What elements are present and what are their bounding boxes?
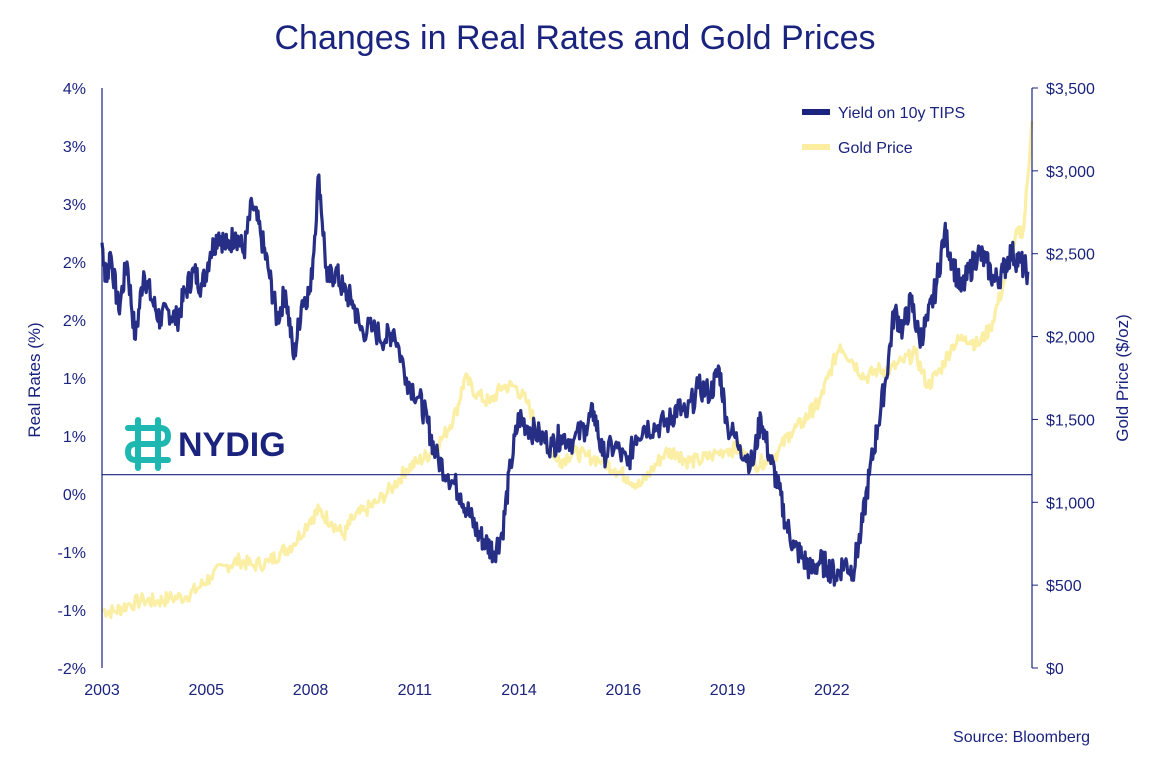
legend-label-tips: Yield on 10y TIPS <box>838 105 965 122</box>
left-tick-label: -1% <box>58 545 86 562</box>
right-tick-label: $2,000 <box>1046 330 1095 347</box>
right-tick-label: $1,500 <box>1046 412 1095 429</box>
right-tick-label: $3,500 <box>1046 81 1095 98</box>
left-tick-label: 4% <box>63 81 86 98</box>
right-tick-label: $2,500 <box>1046 247 1095 264</box>
right-axis-label: Gold Price ($/oz) <box>1113 314 1132 442</box>
right-tick-label: $1,000 <box>1046 495 1095 512</box>
left-tick-label: 2% <box>63 255 86 272</box>
left-tick-label: 3% <box>63 139 86 156</box>
legend: Yield on 10y TIPS Gold Price <box>802 105 965 157</box>
x-tick-label: 2014 <box>501 682 537 699</box>
left-tick-label: 1% <box>63 371 86 388</box>
chart-title: Changes in Real Rates and Gold Prices <box>275 19 876 57</box>
x-axis-ticks: 2003 2005 2008 2011 2014 2016 2019 2022 <box>84 682 850 699</box>
gold-price-series <box>101 120 1034 619</box>
left-tick-label: -1% <box>58 603 86 620</box>
left-tick-label: 1% <box>63 429 86 446</box>
source-note: Source: Bloomberg <box>953 729 1090 746</box>
logo-text: NYDIG <box>178 426 286 464</box>
left-axis-ticks: 4% 3% 3% 2% 2% 1% 1% 0% -1% -1% -2% <box>58 81 86 678</box>
x-tick-label: 2022 <box>814 682 850 699</box>
right-tick-label: $0 <box>1046 661 1064 678</box>
x-tick-label: 2011 <box>398 682 433 699</box>
right-tick-label: $500 <box>1046 578 1082 595</box>
right-tick-label: $3,000 <box>1046 164 1095 181</box>
tips-yield-line <box>100 173 1030 587</box>
left-tick-label: 3% <box>63 197 86 214</box>
left-tick-label: 2% <box>63 313 86 330</box>
nydig-logo: NYDIG <box>124 417 286 471</box>
left-tick-label: 0% <box>63 487 86 504</box>
tips-yield-series <box>100 173 1030 587</box>
x-tick-label: 2019 <box>710 682 746 699</box>
gold-price-line <box>101 120 1034 619</box>
nydig-logo-icon <box>124 417 172 471</box>
left-tick-label: -2% <box>58 661 86 678</box>
x-tick-label: 2016 <box>606 682 642 699</box>
legend-label-gold: Gold Price <box>838 140 913 157</box>
x-tick-label: 2003 <box>84 682 120 699</box>
x-tick-label: 2005 <box>188 682 224 699</box>
left-axis-label: Real Rates (%) <box>25 322 44 437</box>
x-tick-label: 2008 <box>293 682 329 699</box>
right-axis-ticks: $3,500 $3,000 $2,500 $2,000 $1,500 $1,000 $500… <box>1032 81 1095 678</box>
